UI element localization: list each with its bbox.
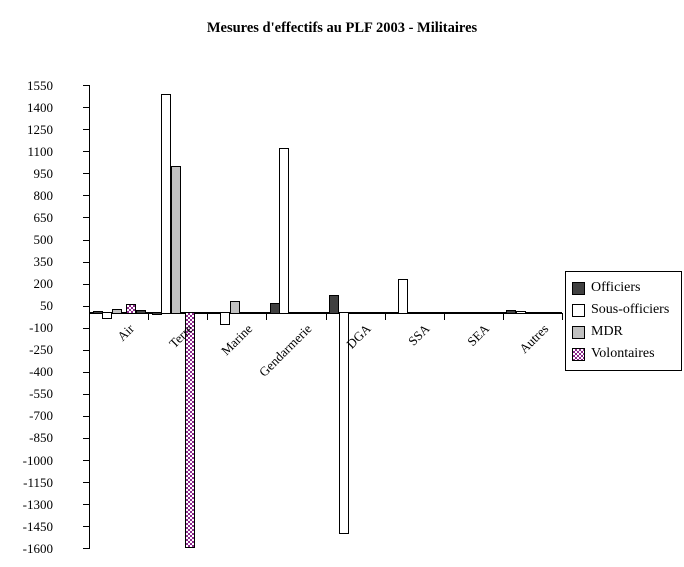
y-tick (83, 350, 89, 351)
bar-sous-officiers-terre (161, 94, 171, 314)
y-tick (83, 460, 89, 461)
y-tick (83, 151, 89, 152)
y-tick-label: -250 (29, 342, 53, 357)
bar-sous-officiers-marine (220, 312, 230, 325)
y-tick (83, 372, 89, 373)
y-tick (83, 526, 89, 527)
y-tick-label: -100 (29, 320, 53, 335)
legend-swatch-volontaires (572, 347, 585, 361)
y-tick-label: -1450 (22, 519, 53, 534)
legend-label-mdr: MDR (591, 324, 623, 339)
y-tick-label: -1150 (23, 475, 53, 490)
category-label-sea: SEA (464, 321, 493, 349)
y-axis-line (89, 85, 90, 549)
y-tick (83, 284, 89, 285)
bar-sous-officiers-autres (516, 311, 526, 314)
x-tick (562, 313, 563, 320)
chart-title: Mesures d'effectifs au PLF 2003 - Milita… (206, 20, 478, 36)
y-tick (83, 107, 89, 108)
y-tick-label: 200 (33, 276, 54, 291)
y-tick (83, 217, 89, 218)
bar-volontaires-air (126, 304, 136, 314)
y-tick-label: 500 (33, 232, 54, 247)
y-tick-label: -1300 (22, 497, 53, 512)
bar-volontaires-terre (185, 312, 195, 548)
legend-label-sous-officiers: Sous-officiers (591, 302, 670, 317)
bar-officiers-autres (506, 310, 516, 314)
y-tick (83, 85, 89, 86)
x-tick (503, 313, 504, 320)
x-tick (444, 313, 445, 320)
bar-mdr-marine (230, 301, 240, 314)
y-tick-label: 50 (40, 298, 53, 313)
y-tick-label: 650 (33, 210, 54, 225)
x-tick (207, 313, 208, 320)
y-tick (83, 328, 89, 329)
bar-mdr-air (112, 309, 122, 314)
x-axis-line (89, 312, 562, 314)
y-tick (83, 195, 89, 196)
y-tick (83, 548, 89, 549)
y-tick-label: -400 (29, 364, 53, 379)
y-tick (83, 173, 89, 174)
y-tick-label: 800 (33, 188, 54, 203)
category-label-ssa: SSA (405, 321, 433, 349)
category-label-gendarmerie: Gendarmerie (256, 321, 315, 380)
category-label-marine: Marine (218, 321, 256, 359)
x-tick (326, 313, 327, 320)
bar-officiers-dga (329, 295, 339, 314)
y-tick (83, 504, 89, 505)
bar-extra-air (136, 310, 146, 314)
y-tick-label: -1600 (22, 541, 53, 556)
x-tick (266, 313, 267, 320)
bar-sous-officiers-dga (339, 312, 349, 534)
bar-sous-officiers-air (102, 312, 112, 319)
y-tick-label: 950 (33, 166, 54, 181)
y-tick (83, 240, 89, 241)
category-label-air: Air (114, 321, 138, 344)
y-tick (83, 394, 89, 395)
legend-label-volontaires: Volontaires (591, 346, 655, 361)
y-tick (83, 262, 89, 263)
bar-mdr-terre (171, 166, 181, 314)
y-tick-label: -700 (29, 408, 53, 423)
y-tick (83, 416, 89, 417)
y-tick-label: 1250 (27, 122, 53, 137)
legend-swatch-mdr (572, 325, 585, 339)
legend-item-volontaires: Volontaires (572, 343, 675, 365)
bar-sous-officiers-gendarmerie (279, 148, 289, 314)
y-tick-label: -850 (29, 430, 53, 445)
x-tick (385, 313, 386, 320)
y-tick-label: -550 (29, 386, 53, 401)
legend-swatch-sous-officiers (572, 303, 585, 317)
legend-item-officiers: Officiers (572, 277, 675, 299)
y-tick (83, 438, 89, 439)
legend-item-mdr: MDR (572, 321, 675, 343)
y-tick-label: 1550 (27, 78, 53, 93)
legend-swatch-officiers (572, 281, 585, 295)
bar-volontaires-marine (244, 312, 254, 314)
y-tick-label: 1100 (27, 144, 53, 159)
x-tick (148, 313, 149, 320)
category-label-autres: Autres (516, 321, 552, 357)
y-tick-label: -1000 (22, 453, 53, 468)
y-tick (83, 482, 89, 483)
legend: Officiers Sous-officiers MDR Volontaires (565, 271, 682, 371)
legend-item-sous-officiers: Sous-officiers (572, 299, 675, 321)
bar-sous-officiers-ssa (398, 279, 408, 314)
y-tick (83, 129, 89, 130)
legend-label-officiers: Officiers (591, 280, 641, 295)
y-tick (83, 306, 89, 307)
y-tick-label: 350 (33, 254, 54, 269)
y-tick-label: 1400 (27, 100, 53, 115)
